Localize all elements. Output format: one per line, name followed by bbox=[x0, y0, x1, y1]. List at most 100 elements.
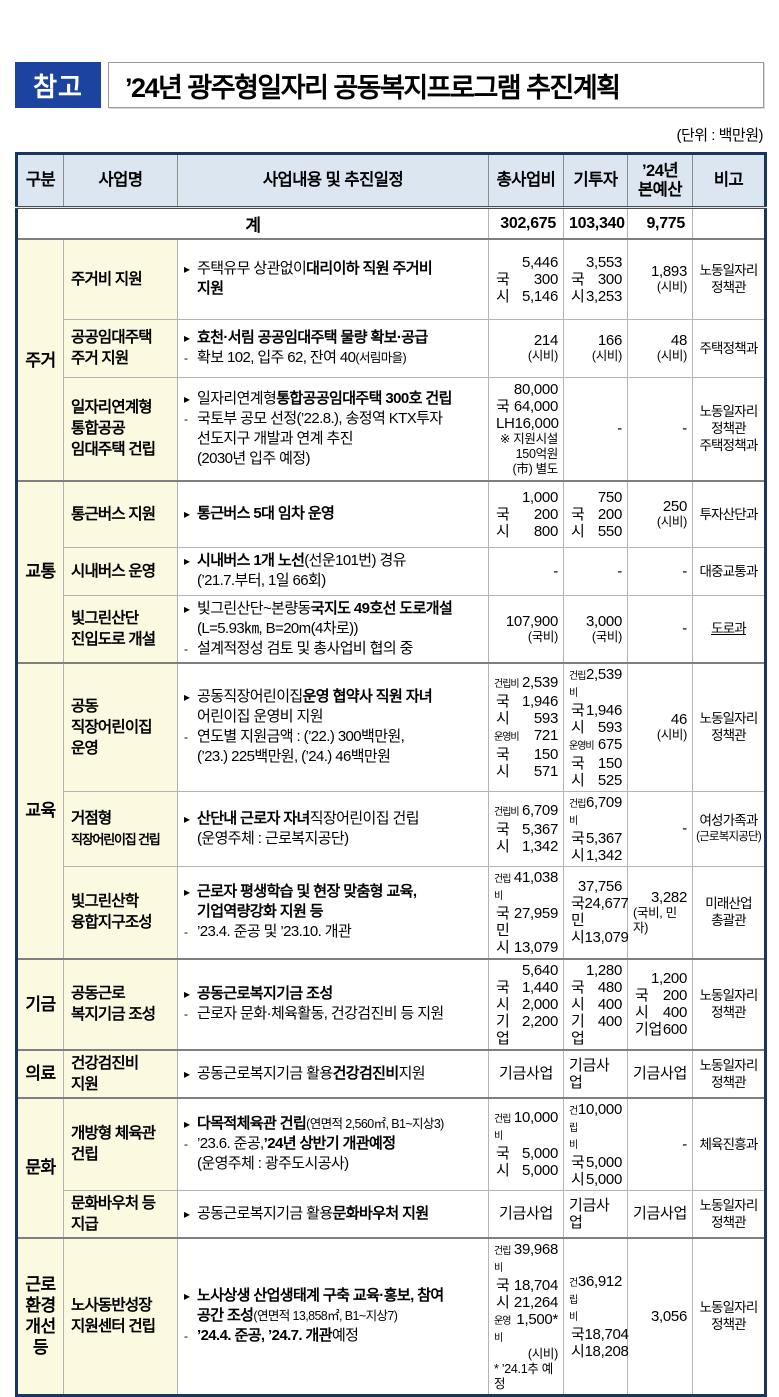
line-value: 16,000 bbox=[514, 414, 559, 432]
content-line: ▸ 빛그린산단~본량동 국지도 49호선 도로개설 bbox=[184, 599, 484, 619]
column-header: 비고 bbox=[692, 153, 766, 209]
remark-line: 여성가족과 bbox=[699, 812, 758, 828]
cell-project-name: 주거비 지원 bbox=[63, 238, 178, 320]
total-label: 계 bbox=[16, 207, 489, 240]
content-text: 문화바우처 지원 bbox=[332, 1204, 430, 1222]
content-text: ’24년 상반기 개관예정 bbox=[263, 1135, 396, 1152]
line-value: (시비) bbox=[656, 515, 687, 530]
cell-line: 국 1,946 bbox=[569, 702, 622, 719]
content-text: 국지도 49호선 도로개설 bbox=[310, 599, 453, 617]
cell-total-cost: 5,446 국 300 시 5,146 bbox=[488, 238, 564, 320]
remark-line: (근로복지공단) bbox=[696, 830, 762, 843]
cell-total-cost: 214 (시비) bbox=[488, 318, 564, 378]
cell-line: (시비) bbox=[494, 349, 558, 364]
content-line: (운영주체 : 광주도시공사) bbox=[184, 1154, 484, 1174]
cell-line: 국 5,000 bbox=[569, 1154, 622, 1171]
line-value: 27,959 bbox=[513, 904, 558, 922]
cell-remark: 노동일자리 정책관 bbox=[692, 238, 766, 320]
cell-line: 시 1,342 bbox=[569, 847, 622, 864]
line-label: 국 bbox=[496, 693, 510, 710]
table-row: 교통 통근버스 지원 ▸ 통근버스 5대 임차 운영 1,000 국 200 시 800 750 국… bbox=[16, 480, 766, 663]
project-name-line: 거점형 bbox=[71, 809, 112, 827]
table-row: 일자리연계형 통합공공 임대주택 건립 ▸ 일자리연계형 통합공공임대주택 300호 건… bbox=[17, 376, 766, 482]
bullet-dash bbox=[184, 829, 197, 849]
cell-line: 시 13,079 bbox=[569, 929, 629, 946]
cell-line: - bbox=[633, 1136, 687, 1153]
cell-budget-2024: - bbox=[627, 546, 693, 596]
line-value: (시비) bbox=[527, 1346, 558, 1361]
cell-invested: 기금사업 bbox=[563, 1048, 628, 1098]
cell-content: ▸ 빛그린산단~본량동 국지도 49호선 도로개설 (L=5.93㎞, B=20m(… bbox=[177, 594, 489, 663]
content-text: (연면적 13,858㎡, B1~지상7) bbox=[253, 1309, 398, 1323]
content-line: ▸ 일자리연계형 통합공공임대주택 300호 건립 bbox=[184, 389, 484, 409]
line-value: 36,912 bbox=[577, 1272, 622, 1290]
line-label: 시 bbox=[496, 838, 510, 855]
cell-project-name: 빛그린산학 융합지구조성 bbox=[63, 865, 178, 959]
cell-line: 기업 400 bbox=[569, 1013, 622, 1047]
cell-line: 기금사업 bbox=[633, 1065, 687, 1082]
table-row: 거점형 직장어린이집 건립 ▸ 산단내 근로자 자녀 직장어린이집 건립 (운영주체 :… bbox=[17, 790, 766, 867]
column-header: ’24년 본예산 bbox=[627, 153, 693, 209]
document-page: 참고 ’24년 광주형일자리 공동복지프로그램 추진계획 (단위 : 백만원) … bbox=[15, 62, 767, 1397]
cell-line: 시 5,146 bbox=[494, 288, 558, 305]
project-name-line: 통근버스 지원 bbox=[71, 505, 156, 523]
cell-line: 국민 27,959 bbox=[494, 905, 558, 939]
cell-line: 시 18,208 bbox=[569, 1343, 629, 1360]
line-value: (국비) bbox=[527, 629, 558, 644]
bullet-dash: - bbox=[184, 641, 188, 656]
line-label: 국 bbox=[496, 746, 510, 763]
line-value: (시비) bbox=[527, 349, 558, 363]
cell-total-cost: 건립비 6,709 국 5,367 시 1,342 bbox=[488, 790, 564, 867]
content-text: 시내버스 1개 노선 bbox=[197, 552, 305, 569]
cell-group: 근로 환경 개선 등 bbox=[16, 1236, 64, 1396]
remark-line: 노동일자리 bbox=[699, 711, 758, 726]
bullet-arrow-icon: ▸ bbox=[184, 554, 190, 568]
cell-invested: 건립비 36,912 국 18,704 시 18,208 bbox=[563, 1236, 629, 1396]
line-value: 1,342 bbox=[585, 846, 622, 864]
group-label: 근로 bbox=[25, 1275, 56, 1294]
group-label: 등 bbox=[32, 1338, 49, 1357]
cell-total-cost: 1,000 국 200 시 800 bbox=[488, 480, 564, 548]
line-label: 국 bbox=[496, 821, 510, 838]
cell-line: 시 5,000 bbox=[569, 1171, 622, 1188]
bullet-dash bbox=[184, 902, 197, 922]
content-line: ▸ 주택유무 상관없이 대리이하 직원 주거비 bbox=[184, 259, 484, 279]
line-value: 18,704 bbox=[584, 1325, 629, 1343]
cell-line: 국 1,946 bbox=[494, 693, 558, 710]
content-text: (L=5.93㎞, B=20m(4차로)) bbox=[197, 619, 359, 637]
bullet-arrow-icon: ▸ bbox=[184, 331, 190, 345]
line-label: 국민 bbox=[496, 904, 510, 939]
cell-invested: 건립비 6,709 국 5,367 시 1,342 bbox=[563, 790, 628, 867]
cell-group: 교통 bbox=[16, 480, 64, 663]
cell-remark: 노동일자리 정책관 bbox=[692, 1236, 766, 1396]
cell-group: 기금 bbox=[16, 957, 64, 1050]
cell-line: 건립비 10,000 bbox=[494, 1109, 558, 1145]
cell-line: 3,000 bbox=[569, 613, 622, 630]
content-line: (’23.) 225백만원, (’24.) 46백만원 bbox=[184, 747, 484, 767]
cell-line: 기금사업 bbox=[494, 1065, 558, 1082]
bullet-dash bbox=[184, 429, 197, 449]
content-text: 다목적체육관 건립 bbox=[197, 1115, 307, 1132]
line-value: - bbox=[682, 820, 687, 837]
cell-content: ▸ 근로자 평생학습 및 현장 맞춤형 교육, 기업역량강화 지원 등 - ’23.4.… bbox=[177, 865, 489, 959]
content-line: ▸ 공동근로복지기금 활용 문화바우처 지원 bbox=[184, 1204, 484, 1224]
cell-line: 기금사업 bbox=[633, 1205, 687, 1222]
line-value: 300 bbox=[597, 270, 622, 288]
content-line: (L=5.93㎞, B=20m(4차로)) bbox=[184, 619, 484, 639]
cell-invested: 3,000 (국비) bbox=[563, 594, 628, 663]
line-value: 5,000 bbox=[521, 1145, 558, 1162]
line-value: 721 bbox=[533, 727, 558, 744]
line-value: (시비) bbox=[656, 280, 687, 295]
cell-project-name: 빛그린산단 진입도로 개설 bbox=[63, 594, 178, 663]
line-value: 214 bbox=[533, 332, 558, 349]
line-value: 5,000 bbox=[521, 1162, 558, 1179]
project-name-line: 직장어린이집 bbox=[71, 718, 153, 736]
cell-line: 166 bbox=[569, 332, 622, 349]
content-text: (선운101번) 경유 bbox=[304, 552, 406, 569]
content-line: 지원 bbox=[184, 279, 484, 299]
table-row: 공공임대주택 주거 지원 ▸ 효천·서림 공공임대주택 물량 확보·공급 - 확보 102… bbox=[17, 318, 766, 378]
remark-line: 노동일자리 bbox=[699, 1057, 758, 1073]
cell-total-cost: 건립비 41,038 국민 27,959 시 13,079 bbox=[488, 865, 564, 959]
line-value: - bbox=[682, 562, 687, 580]
line-label: 국 bbox=[571, 829, 585, 847]
